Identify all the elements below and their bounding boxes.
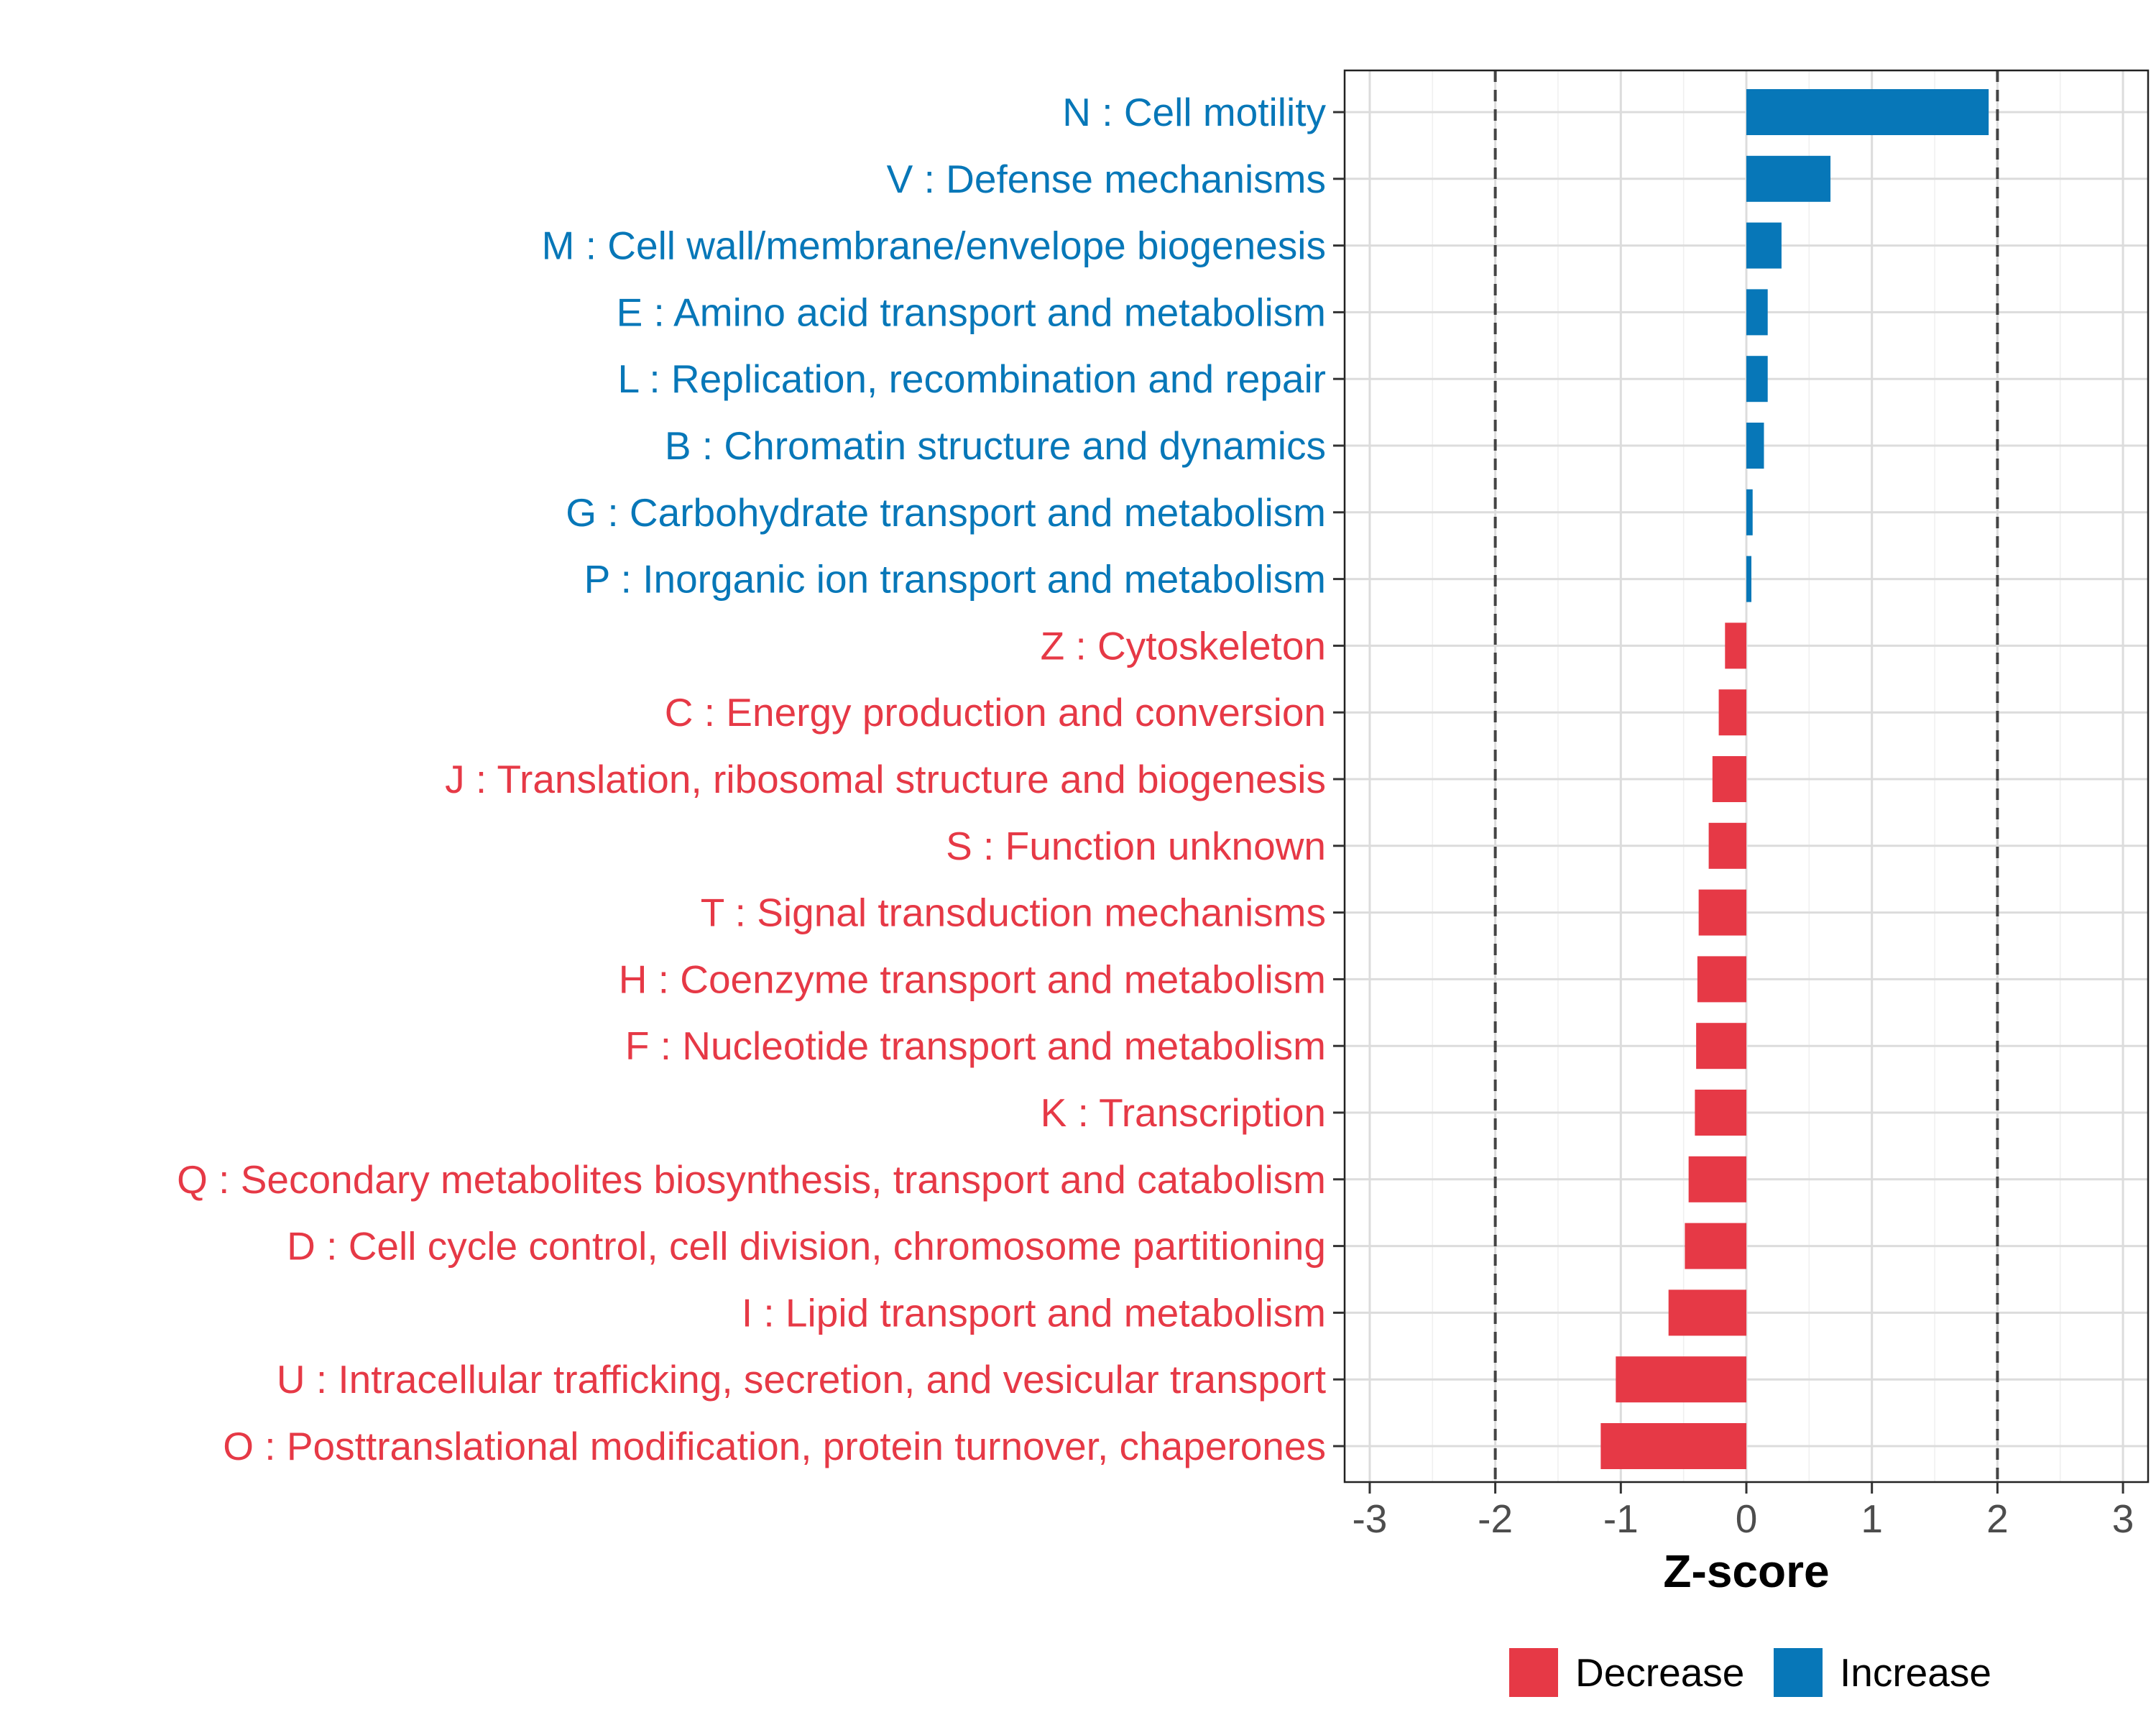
reference-lines [1493,70,1999,1482]
bar-d [1685,1223,1746,1269]
x-tick-label: 3 [2112,1496,2134,1541]
bar-j [1712,756,1746,802]
bar-b [1746,423,1764,469]
bar-z [1725,622,1746,669]
x-tick-label: -3 [1352,1496,1387,1541]
y-tick-label: G : Carbohydrate transport and metabolis… [566,490,1326,535]
y-tick-label: M : Cell wall/membrane/envelope biogenes… [542,224,1326,268]
x-tick-label: 0 [1736,1496,1758,1541]
y-tick-label: E : Amino acid transport and metabolism [617,290,1326,334]
legend: Decrease Increase [1509,1648,1991,1697]
legend-label-decrease: Decrease [1575,1650,1744,1695]
bar-h [1697,956,1746,1003]
y-tick-label: Z : Cytoskeleton [1041,623,1326,668]
bar-u [1616,1356,1746,1403]
bars [1600,89,1989,1469]
bar-k [1695,1090,1746,1136]
bar-o [1600,1423,1746,1469]
bar-s [1708,822,1746,869]
legend-label-increase: Increase [1840,1650,1991,1695]
legend-swatch-increase [1774,1648,1823,1697]
y-tick-label: V : Defense mechanisms [887,157,1326,201]
y-axis: N : Cell motility V : Defense mechanisms M… [177,90,1345,1468]
y-tick-label: K : Transcription [1041,1090,1326,1135]
x-tick-label: -2 [1478,1496,1513,1541]
y-tick-label: U : Intracellular trafficking, secretion… [277,1357,1326,1402]
y-tick-label: O : Posttranslational modification, prot… [223,1424,1326,1468]
bar-g [1746,489,1753,535]
bar-q [1688,1156,1746,1202]
bar-c [1718,689,1746,736]
bar-v [1746,155,1831,202]
bar-e [1746,289,1768,336]
y-tick-label: I : Lipid transport and metabolism [742,1290,1326,1335]
y-tick-label: D : Cell cycle control, cell division, c… [287,1224,1326,1269]
bar-f [1696,1023,1746,1070]
legend-swatch-decrease [1509,1648,1558,1697]
y-tick-label: N : Cell motility [1062,90,1326,134]
bar-m [1746,222,1782,269]
x-tick-label: -1 [1603,1496,1639,1541]
y-tick-label: C : Energy production and conversion [665,690,1326,735]
bar-i [1668,1289,1746,1336]
x-tick-label: 1 [1861,1496,1883,1541]
y-tick-label: H : Coenzyme transport and metabolism [619,957,1326,1001]
y-tick-label: J : Translation, ribosomal structure and… [445,757,1326,801]
y-tick-label: S : Function unknown [946,824,1326,868]
y-tick-label: L : Replication, recombination and repai… [618,356,1326,401]
y-tick-label: T : Signal transduction mechanisms [701,891,1326,935]
y-tick-label: F : Nucleotide transport and metabolism [625,1024,1326,1068]
bar-l [1746,356,1768,402]
x-axis: -3 -2 -1 0 1 2 3 [1352,1482,2134,1541]
x-tick-label: 2 [1986,1496,2009,1541]
y-tick-label: Q : Secondary metabolites biosynthesis, … [177,1157,1326,1202]
y-tick-label: B : Chromatin structure and dynamics [665,423,1326,468]
x-axis-title: Z-score [1663,1545,1829,1597]
y-tick-label: P : Inorganic ion transport and metaboli… [584,557,1326,602]
bar-p [1746,556,1751,602]
bar-t [1698,889,1746,936]
bar-n [1746,89,1989,135]
